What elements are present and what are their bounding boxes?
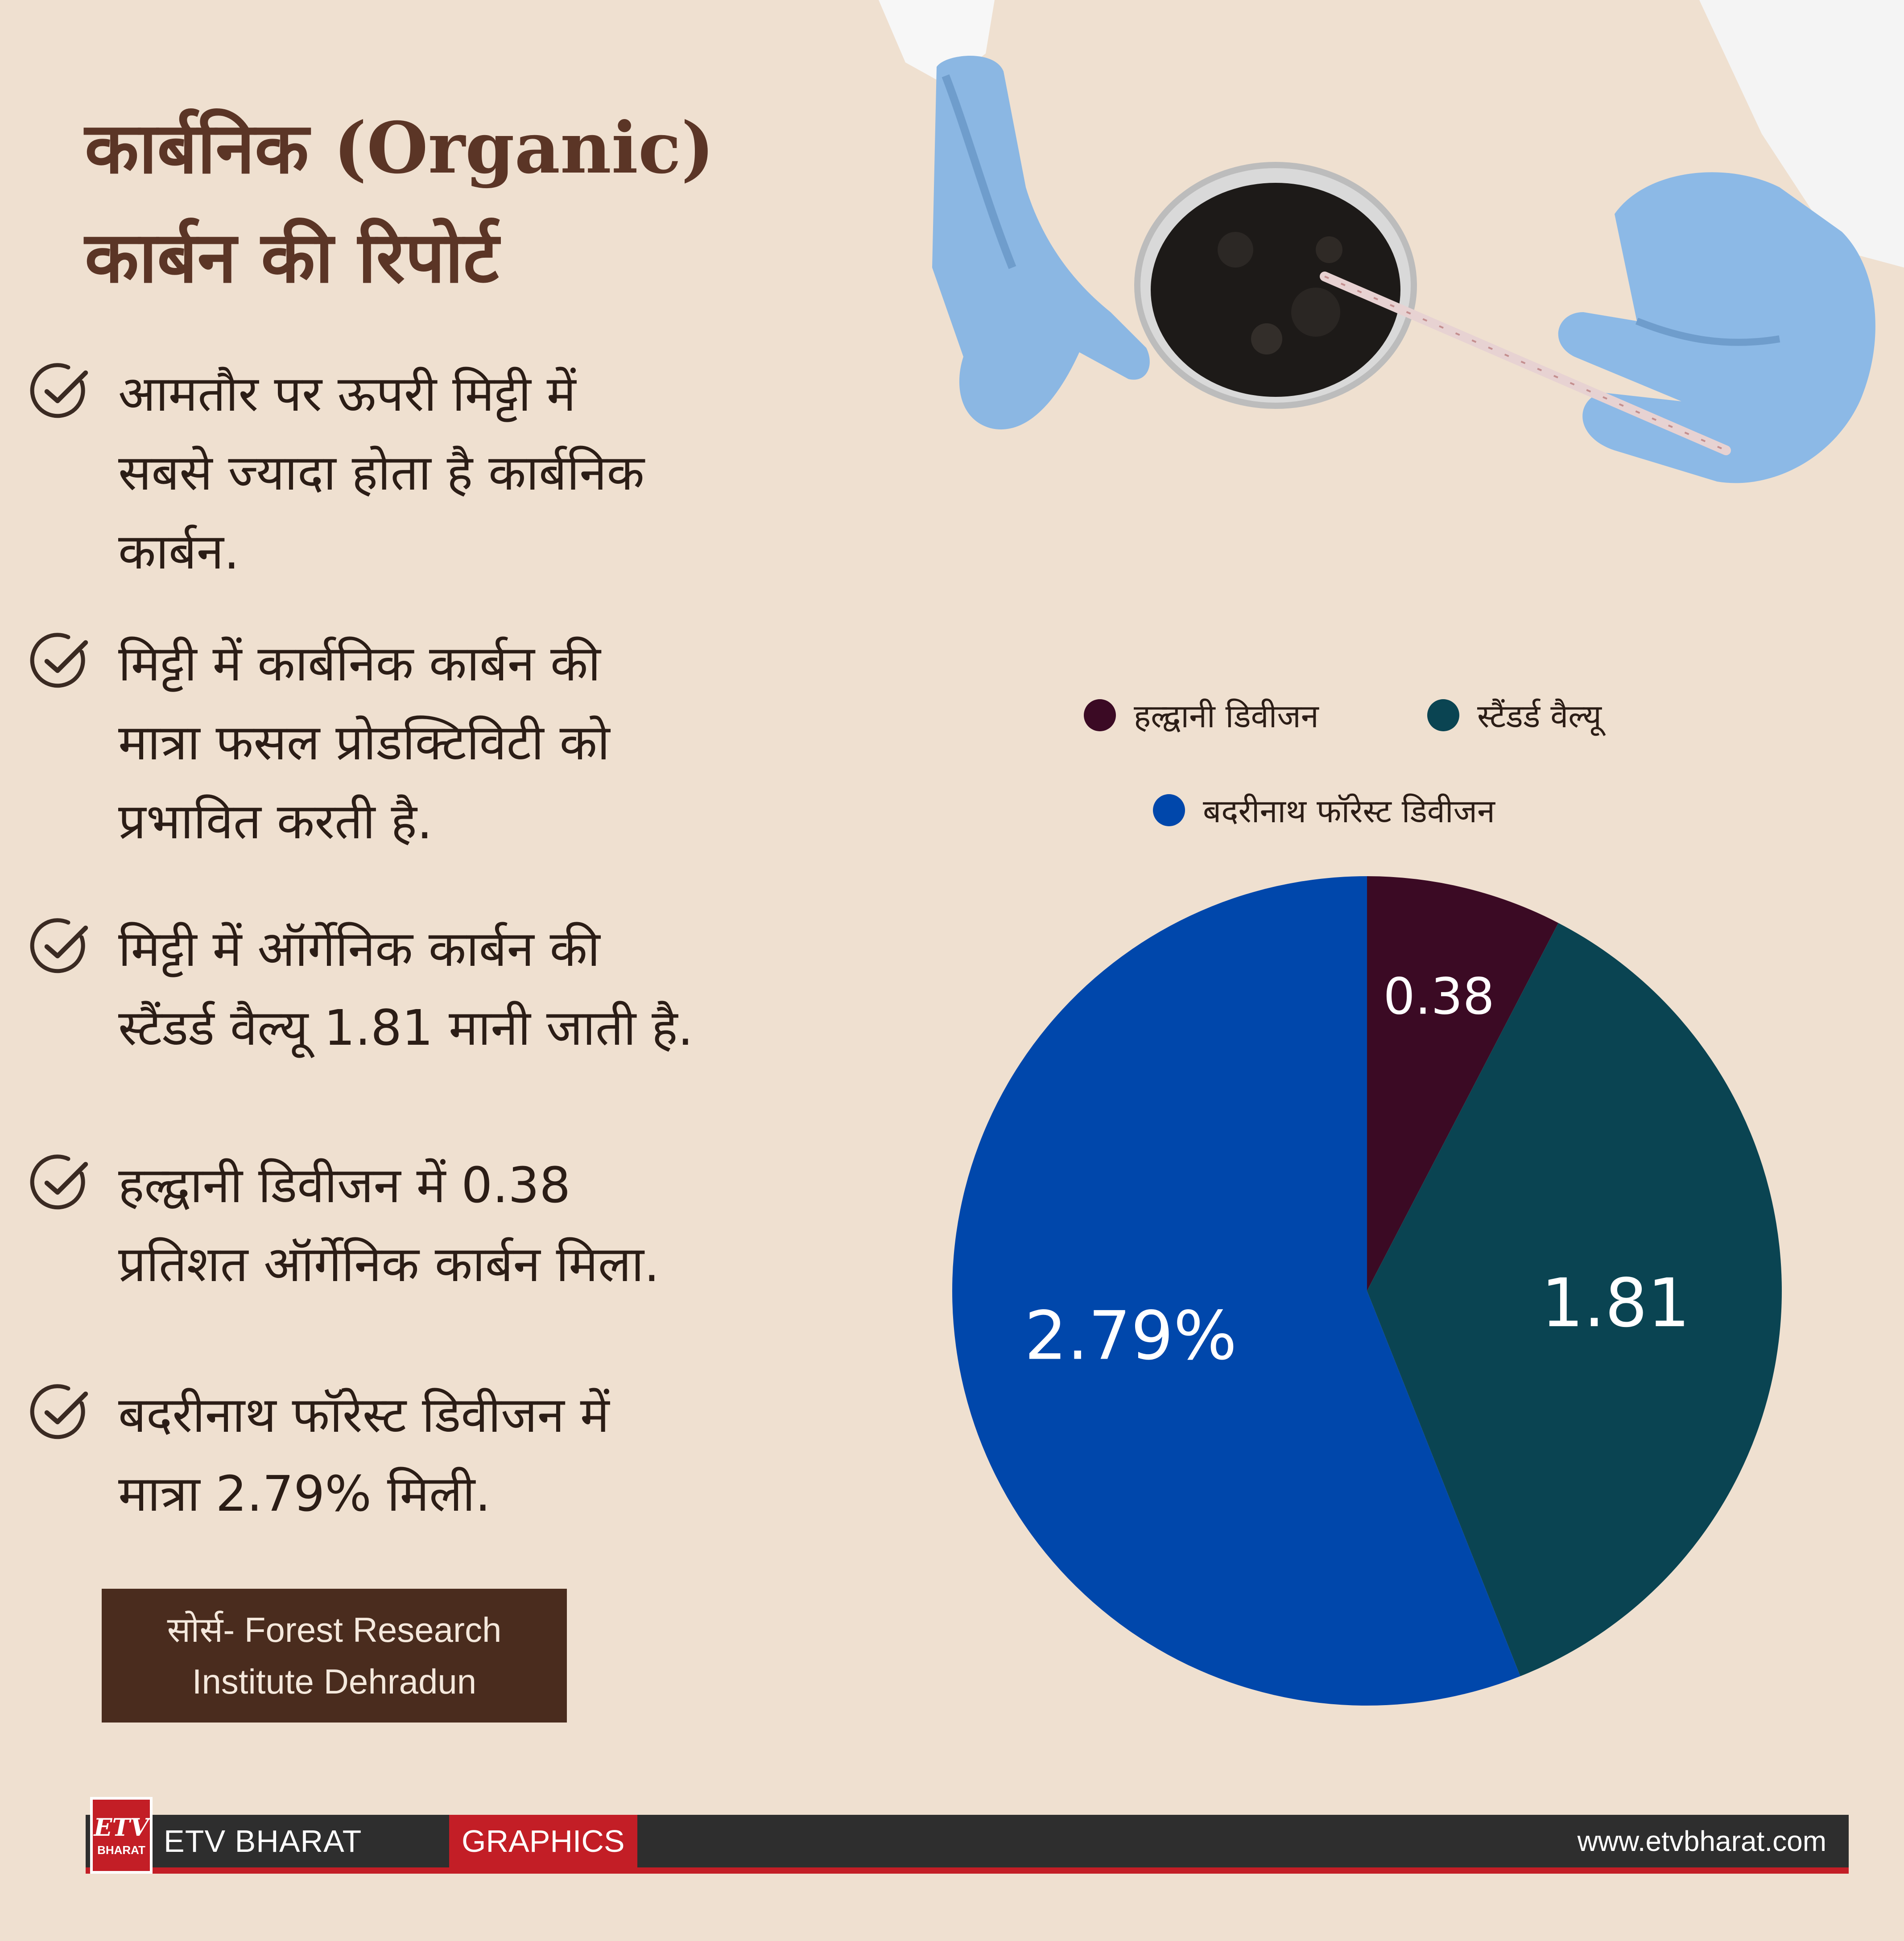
legend-label: बदरीनाथ फॉरेस्ट डिवीजन [1203,792,1495,830]
pie-slice-label: 0.38 [1384,968,1495,1026]
bullet-text: बदरीनाथ फॉरेस्ट डिवीजन में मात्रा 2.79% … [118,1376,609,1533]
lab-soil-photo [879,0,1904,483]
legend-item: बदरीनाथ फॉरेस्ट डिवीजन [1153,788,1495,832]
lab-coat-sleeve-right [1699,0,1904,268]
brand-name: ETV BHARAT [164,1824,362,1859]
bullet-line: आमतौर पर ऊपरी मिट्टी में [118,365,576,422]
bullet-line: स्टैंडर्ड वैल्यू 1.81 मानी जाती है. [118,999,694,1056]
legend-dot [1084,699,1116,731]
check-circle-icon [30,918,88,973]
bullet-text: मिट्टी में कार्बनिक कार्बन की मात्रा फसल… [118,624,610,861]
bullet-item: आमतौर पर ऊपरी मिट्टी में सबसे ज्यादा होत… [27,354,883,591]
bullet-item: बदरीनाथ फॉरेस्ट डिवीजन में मात्रा 2.79% … [27,1376,883,1533]
title-line-2: कार्बन की रिपोर्ट [85,216,499,299]
pie-slice-label: 1.81 [1541,1265,1690,1342]
bullet-item: मिट्टी में कार्बनिक कार्बन की मात्रा फसल… [27,624,883,861]
legend-dot [1427,699,1459,731]
pie-slice [1367,876,1558,1291]
bullet-text: मिट्टी में ऑर्गेनिक कार्बन की स्टैंडर्ड … [118,910,693,1067]
bullet-line: मिट्टी में कार्बनिक कार्बन की [118,635,601,692]
source-box: सोर्स- Forest Research Institute Dehradu… [102,1589,567,1723]
bullet-text: आमतौर पर ऊपरी मिट्टी में सबसे ज्यादा होत… [118,354,644,591]
logo-text: ETV [94,1813,149,1842]
glove-left [932,56,1150,430]
pie-slice [952,876,1520,1706]
bullet-line: सबसे ज्यादा होता है कार्बनिक [118,444,644,501]
legend-label: स्टैंडर्ड वैल्यू [1477,697,1602,735]
source-line-2: Institute Dehradun [192,1662,477,1701]
pie-slice [1367,923,1782,1677]
check-circle-icon [30,1154,88,1210]
pie-slice-label: 2.79% [1024,1297,1237,1375]
title-line-1: कार्बनिक (Organic) [85,107,715,190]
bullet-line: प्रभावित करती है. [118,793,433,850]
glove-right [1558,172,1875,483]
legend-item: हल्द्वानी डिवीजन [1084,693,1319,737]
pie-chart: 0.38 1.81 2.79% [952,876,1782,1706]
bullet-line: मिट्टी में ऑर्गेनिक कार्बन की [118,920,600,977]
page-title: कार्बनिक (Organic) कार्बन की रिपोर्ट [85,94,910,312]
bullet-line: मात्रा फसल प्रोडक्टिविटी को [118,714,610,771]
source-line-1: सोर्स- Forest Research [167,1610,502,1649]
etv-logo: ETV BHARAT [90,1797,153,1874]
bullet-line: मात्रा 2.79% मिली. [118,1465,491,1522]
bullet-line: प्रतिशत ऑर्गेनिक कार्बन मिला. [118,1236,660,1293]
bullet-item: मिट्टी में ऑर्गेनिक कार्बन की स्टैंडर्ड … [27,910,883,1067]
soil [1151,183,1400,397]
legend-label: हल्द्वानी डिवीजन [1134,697,1319,735]
check-circle-icon [30,1384,88,1439]
graphics-tag: GRAPHICS [449,1815,637,1867]
bullet-item: हल्द्वानी डिवीजन में 0.38 प्रतिशत ऑर्गेन… [27,1146,883,1304]
check-circle-icon [30,363,88,418]
bullet-line: हल्द्वानी डिवीजन में 0.38 [118,1157,571,1214]
bullet-text: हल्द्वानी डिवीजन में 0.38 प्रतिशत ऑर्गेन… [118,1146,660,1304]
legend-item: स्टैंडर्ड वैल्यू [1427,693,1602,737]
check-circle-icon [30,633,88,688]
bullet-line: बदरीनाथ फॉरेस्ट डिवीजन में [118,1386,610,1443]
logo-subtext: BHARAT [97,1843,145,1857]
bullet-line: कार्बन. [118,523,240,580]
website-link[interactable]: www.etvbharat.com [1577,1825,1826,1857]
footer-bar: ETV BHARAT ETV BHARAT GRAPHICS www.etvbh… [86,1797,1849,1874]
legend-dot [1153,794,1185,826]
